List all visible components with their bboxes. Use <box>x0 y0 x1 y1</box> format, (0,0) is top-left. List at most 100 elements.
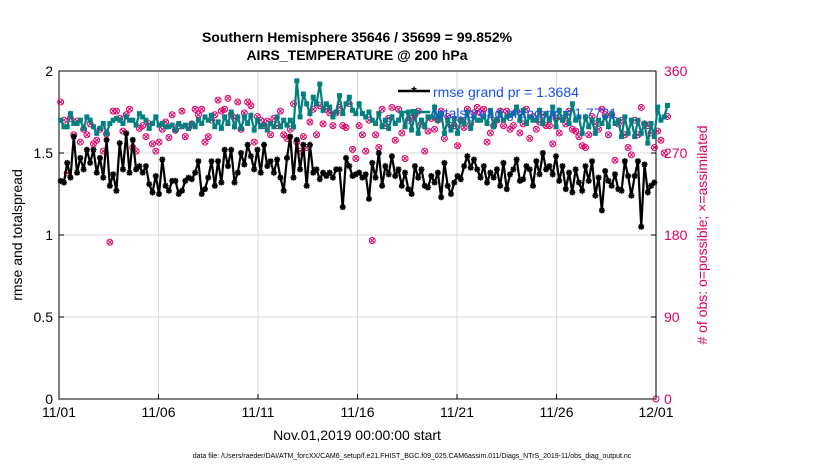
obs-possible-point <box>509 122 517 130</box>
obs-assimilated-point <box>389 105 395 110</box>
obs-possible-point <box>224 94 232 102</box>
obs-possible-point <box>585 131 593 139</box>
obs-possible-point <box>155 138 163 146</box>
obs-assimilated-point <box>586 132 592 138</box>
rmse-point <box>415 174 422 181</box>
rmse-point <box>195 158 202 165</box>
totalspread-point <box>382 117 388 123</box>
totalspread-point <box>64 124 70 130</box>
rmse-point <box>388 153 395 160</box>
rmse-point <box>139 169 146 176</box>
obs-assimilated-point <box>376 145 382 150</box>
totalspread-point <box>320 107 326 113</box>
obs-possible-point <box>221 105 229 113</box>
obs-assimilated-point <box>235 99 241 105</box>
totalspread-point <box>100 120 106 126</box>
rmse-point <box>80 166 87 173</box>
obs-possible-point <box>388 103 396 111</box>
rmse-point <box>228 146 235 153</box>
totalspread-point <box>494 117 500 123</box>
obs-assimilated-point <box>248 103 254 108</box>
rmse-point <box>379 182 386 189</box>
rmse-point <box>142 163 149 170</box>
totalspread-point <box>172 127 178 133</box>
totalspread-point <box>245 120 251 126</box>
totalspread-point <box>478 117 484 123</box>
obs-assimilated-point <box>612 157 618 163</box>
totalspread-point <box>202 114 208 120</box>
totalspread-point <box>497 111 503 117</box>
totalspread-point <box>586 124 592 130</box>
obs-assimilated-point <box>350 147 355 152</box>
totalspread-point <box>582 114 588 120</box>
totalspread-point <box>625 130 631 136</box>
totalspread-point <box>474 117 480 123</box>
totalspread-point <box>218 125 224 131</box>
rmse-point <box>592 192 599 199</box>
totalspread-point <box>107 120 113 126</box>
obs-possible-point <box>139 122 147 130</box>
obs-possible-point <box>572 127 580 135</box>
obs-possible-point <box>431 125 439 133</box>
obs-possible-point <box>660 149 668 157</box>
totalspread-point <box>149 120 155 126</box>
obs-possible-point <box>312 131 320 139</box>
obs-assimilated-point <box>182 134 188 139</box>
rmse-point <box>306 141 313 148</box>
totalspread-point <box>159 120 165 126</box>
rmse-point <box>566 169 573 176</box>
totalspread-point <box>264 127 270 133</box>
totalspread-point <box>97 125 103 131</box>
rmse-point <box>425 184 432 191</box>
obs-assimilated-point <box>241 110 247 116</box>
totalspread-point <box>123 114 129 120</box>
totalspread-point <box>441 130 447 136</box>
rmse-point <box>129 136 136 143</box>
rmse-point <box>457 176 464 183</box>
rmse-point <box>83 146 90 153</box>
rmse-point <box>156 191 163 197</box>
x-axis-label: Nov.01,2019 00:00:00 start <box>273 427 441 443</box>
obs-possible-point <box>165 134 173 142</box>
rmse-point <box>103 136 110 143</box>
totalspread-point <box>569 101 575 107</box>
rmse-point <box>598 207 605 214</box>
obs-possible-point <box>650 144 658 152</box>
rmse-point <box>556 177 563 184</box>
totalspread-point <box>651 134 657 140</box>
totalspread-point <box>573 117 579 123</box>
totalspread-point <box>396 117 402 123</box>
obs-possible-point <box>401 154 409 162</box>
obs-possible-point <box>424 127 432 135</box>
rmse-point <box>100 174 107 181</box>
obs-assimilated-point <box>143 134 149 139</box>
obs-possible-point <box>276 107 284 115</box>
obs-assimilated-point <box>222 106 228 112</box>
rmse-point <box>310 169 317 176</box>
totalspread-point <box>500 117 506 123</box>
obs-possible-point <box>152 147 160 155</box>
rmse-point <box>539 150 546 156</box>
obs-assimilated-point <box>652 145 657 150</box>
obs-assimilated-point <box>504 108 510 114</box>
rmse-point <box>290 174 297 181</box>
x-tick-label: 11/06 <box>142 404 176 420</box>
obs-assimilated-point <box>84 132 90 138</box>
obs-assimilated-point <box>484 139 490 145</box>
rmse-point <box>572 166 579 173</box>
totalspread-point <box>284 122 290 128</box>
rmse-point <box>585 177 592 184</box>
rmse-point <box>119 166 126 173</box>
rmse-point <box>618 187 625 194</box>
obs-assimilated-point <box>583 145 588 150</box>
rmse-point <box>97 154 104 161</box>
rmse-point <box>287 133 294 140</box>
obs-assimilated-point <box>379 106 385 112</box>
legend-rmse-marker: * <box>411 83 417 99</box>
y2-tick-label: 0 <box>664 391 672 407</box>
obs-assimilated-point <box>570 126 575 132</box>
totalspread-point <box>225 120 231 126</box>
obs-possible-point <box>368 236 376 244</box>
obs-possible-point <box>290 100 298 108</box>
tick-layer: 11/01 11/06 11/11 11/16 11/21 11/26 12/0100.51… <box>34 63 688 420</box>
